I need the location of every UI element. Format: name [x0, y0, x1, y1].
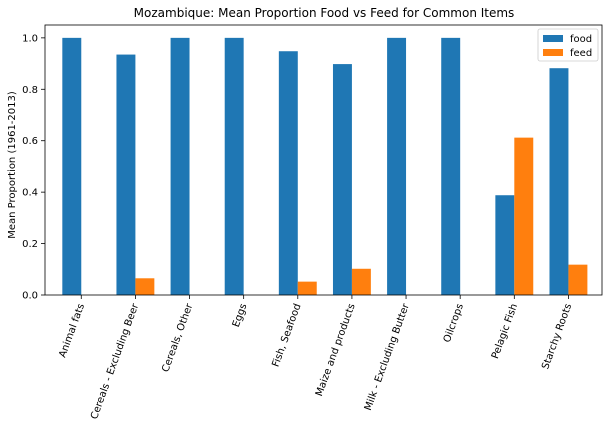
- bar-food-2: [170, 37, 190, 296]
- bar-feed-4: [297, 281, 317, 295]
- y-axis: 0.0 0.2 0.4 0.6 0.8 1.0: [22, 33, 45, 302]
- bar-food-0: [62, 37, 82, 296]
- x-tick-label-8: Pelagic Fish: [490, 302, 520, 360]
- y-tick-label-4: 0.8: [22, 85, 38, 96]
- bar-food-5: [332, 64, 352, 295]
- bar-food-9: [549, 68, 569, 295]
- x-tick-label-2: Cereals, Other: [160, 301, 195, 373]
- legend: food feed: [537, 28, 599, 62]
- y-tick-label-1: 0.2: [22, 239, 38, 250]
- y-axis-label: Mean Proportion (1961-2013): [7, 91, 18, 239]
- chart-title: Mozambique: Mean Proportion Food vs Feed…: [134, 6, 515, 20]
- bar-food-4: [278, 51, 298, 296]
- bar-feed-5: [351, 268, 371, 295]
- x-tick-label-3: Eggs: [231, 302, 250, 329]
- bar-food-7: [441, 37, 461, 296]
- bars-group: [62, 37, 588, 296]
- y-tick-label-0: 0.0: [22, 291, 38, 302]
- legend-label-food: food: [570, 34, 592, 45]
- bar-food-6: [387, 37, 407, 296]
- x-tick-label-0: Animal fats: [57, 302, 87, 359]
- y-tick-label-2: 0.4: [22, 188, 38, 199]
- legend-label-feed: feed: [570, 48, 592, 59]
- plot-frame: [44, 24, 603, 296]
- bar-food-3: [224, 37, 244, 296]
- y-tick-label-5: 1.0: [22, 33, 38, 44]
- x-tick-label-7: Oilcrops: [442, 302, 466, 344]
- bar-feed-8: [514, 137, 534, 295]
- y-tick-label-3: 0.6: [22, 136, 38, 147]
- bar-food-8: [495, 195, 515, 295]
- x-tick-label-6: Milk - Excluding Butter: [363, 301, 412, 412]
- bar-feed-9: [568, 264, 588, 295]
- x-tick-label-4: Fish, Seafood: [271, 302, 304, 368]
- legend-swatch-food: [543, 35, 563, 42]
- bar-feed-1: [135, 278, 155, 295]
- x-axis: Animal fats Cereals - Excluding Beer Cerea…: [57, 295, 574, 421]
- legend-swatch-feed: [543, 49, 563, 56]
- x-tick-label-1: Cereals - Excluding Beer: [89, 301, 141, 420]
- x-tick-label-5: Maize and products: [314, 302, 358, 398]
- bar-food-1: [116, 54, 136, 295]
- x-tick-label-9: Starchy Roots: [540, 302, 574, 371]
